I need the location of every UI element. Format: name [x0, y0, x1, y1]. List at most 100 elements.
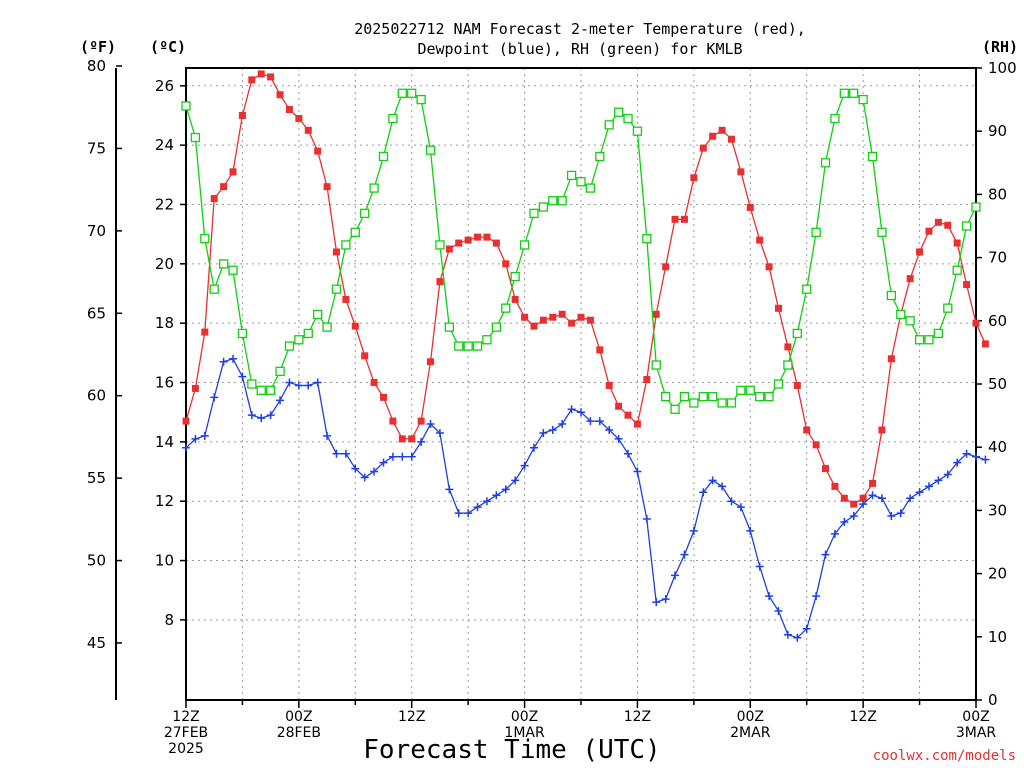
temperature-point: [511, 295, 519, 303]
rh-point: [952, 265, 962, 275]
dewpoint-point: [718, 482, 727, 491]
plot-frame: [185, 67, 977, 701]
temperature-point: [831, 482, 839, 490]
rh-point: [849, 88, 859, 98]
rh-point: [482, 335, 492, 345]
dewpoint-point: [266, 411, 275, 420]
dewpoint-point: [746, 526, 755, 535]
temperature-point: [869, 479, 877, 487]
rh-point: [914, 335, 925, 345]
x-tick-label: 00Z: [737, 709, 764, 725]
rh-point: [867, 151, 878, 162]
temperature-point: [972, 319, 980, 327]
temperature-point: [351, 322, 359, 330]
dewpoint-point: [595, 417, 604, 426]
dewpoint-point: [388, 452, 397, 461]
rh-point: [830, 113, 840, 124]
dewpoint-point: [520, 461, 529, 470]
rh-point: [820, 158, 831, 168]
rh-point: [284, 341, 295, 351]
dewpoint-point: [887, 512, 896, 521]
x-tick-label: 2MAR: [730, 725, 771, 741]
temperature-point: [596, 346, 604, 354]
dewpoint-point: [558, 420, 567, 429]
rh-point: [313, 309, 323, 320]
temperature-point: [417, 417, 425, 425]
dewpoint-point: [981, 455, 990, 464]
temperature-point: [643, 376, 651, 384]
celsius-tick-label: 10: [155, 552, 174, 570]
dewpoint-point: [332, 449, 341, 458]
dewpoint-point: [454, 509, 463, 518]
series-layer: [181, 70, 990, 642]
unit-rh: (RH): [982, 38, 1018, 56]
temperature-point: [680, 215, 688, 223]
rh-point: [416, 94, 426, 105]
rh-point: [595, 151, 605, 162]
dewpoint-point: [285, 378, 294, 387]
rh-point: [181, 101, 191, 111]
dewpoint-point: [783, 630, 792, 639]
dewpoint-point: [294, 381, 303, 390]
temperature-point: [342, 295, 350, 303]
celsius-tick-label: 12: [155, 492, 174, 510]
x-tick-label: 00Z: [962, 709, 989, 725]
temperature-point: [332, 248, 340, 256]
rh-point: [971, 202, 981, 212]
rh-point: [896, 309, 906, 320]
rh-point: [454, 341, 464, 351]
x-tick-label: 28FEB: [277, 725, 321, 741]
dewpoint-point: [351, 464, 360, 473]
grid: [186, 68, 976, 700]
x-tick-label: 12Z: [398, 709, 425, 725]
temperature-point: [859, 494, 867, 502]
rh-point: [905, 316, 915, 326]
temperature-point: [492, 239, 500, 247]
celsius-tick-label: 14: [155, 433, 174, 451]
dewpoint-point: [238, 372, 247, 381]
dewpoint-point: [953, 458, 962, 467]
dewpoint-point: [727, 497, 736, 506]
x-tick-label: 00Z: [511, 709, 538, 725]
dewpoint-point: [906, 494, 915, 503]
rh-point: [576, 177, 586, 187]
rh-point: [265, 385, 276, 395]
dewpoint-point: [671, 571, 680, 580]
rh-point: [350, 227, 360, 237]
dewpoint-point: [482, 497, 491, 506]
temperature-point: [568, 319, 576, 327]
rh-point: [717, 398, 727, 408]
rh-point: [736, 385, 746, 395]
rh-point: [209, 284, 219, 294]
dewpoint-point: [661, 595, 670, 604]
rh-point: [237, 328, 248, 339]
temperature-point: [220, 183, 228, 191]
rh-point: [501, 303, 511, 313]
dewpoint-point: [802, 624, 811, 633]
rh-point: [811, 227, 821, 237]
temperature-point: [257, 70, 265, 78]
temperature-point: [370, 379, 378, 387]
rh-point: [566, 170, 577, 181]
rh-point: [613, 107, 624, 117]
temperature-point: [191, 384, 199, 392]
dewpoint-point: [934, 476, 943, 485]
temperature-point: [276, 91, 284, 99]
dewpoint-point: [774, 606, 783, 615]
temperature-point: [605, 381, 613, 389]
rh-point: [877, 227, 887, 237]
dewpoint-point: [313, 378, 322, 387]
temperature-point: [530, 322, 538, 330]
rh-point: [388, 113, 398, 124]
temperature-point: [408, 435, 416, 443]
temperature-point: [201, 328, 209, 336]
dewpoint-point: [642, 515, 651, 524]
dewpoint-point: [529, 443, 538, 452]
temperature-point: [624, 411, 632, 419]
rh-point: [604, 120, 614, 130]
rh-tick-label: 20: [988, 565, 1007, 583]
dewpoint-point: [821, 550, 830, 559]
dewpoint-point: [473, 503, 482, 512]
fahrenheit-tick-label: 80: [87, 57, 106, 75]
rh-point: [190, 132, 201, 143]
